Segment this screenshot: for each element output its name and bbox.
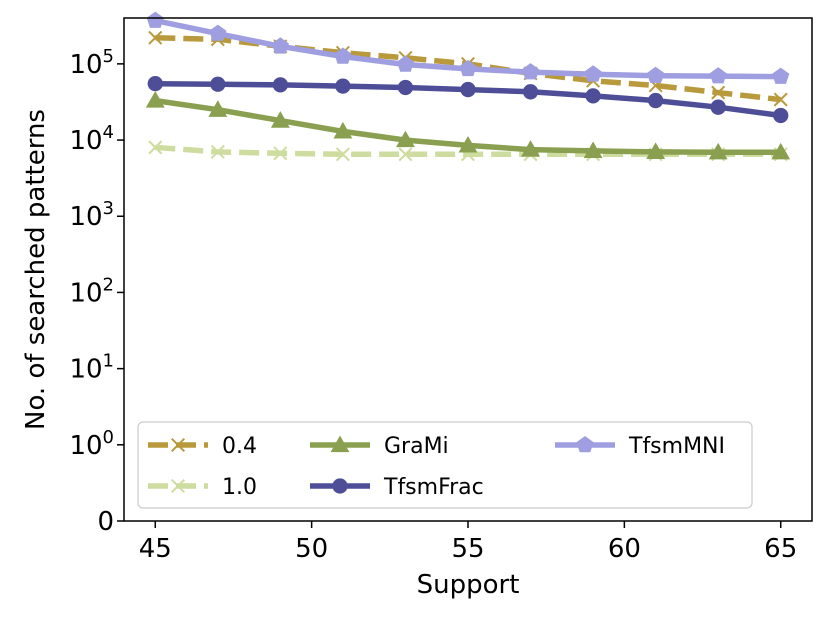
plot-area xyxy=(145,11,791,162)
data-point-tfsmmni xyxy=(647,66,665,83)
data-point-1-0 xyxy=(148,140,163,155)
data-point-tfsmmni xyxy=(772,67,790,84)
data-point-1-0 xyxy=(398,147,413,162)
data-point-tfsmfrac xyxy=(397,79,414,96)
data-point-0-4 xyxy=(711,85,726,100)
legend-marker xyxy=(170,437,186,453)
series-tfsmfrac xyxy=(147,76,789,124)
data-point-tfsmmni xyxy=(522,63,540,80)
y-tick-label: 101 xyxy=(69,351,114,385)
data-point-1-0 xyxy=(273,146,288,161)
legend-marker xyxy=(330,435,350,453)
x-tick-label: 55 xyxy=(451,534,484,564)
data-point-grami xyxy=(333,121,353,139)
x-tick-label: 65 xyxy=(764,534,797,564)
data-point-tfsmmni xyxy=(459,59,477,77)
data-point-tfsmmni xyxy=(584,65,602,82)
data-point-tfsmfrac xyxy=(210,76,226,92)
data-point-tfsmfrac xyxy=(522,84,539,100)
data-point-tfsmfrac xyxy=(335,78,351,94)
data-point-tfsmfrac xyxy=(585,88,601,104)
data-point-0-4 xyxy=(148,30,163,45)
data-point-grami xyxy=(521,140,540,157)
y-tick-label: 104 xyxy=(69,122,114,156)
data-point-grami xyxy=(646,142,666,159)
legend-item-0-4: 0.4 xyxy=(148,434,257,459)
legend-item-tfsmfrac: TfsmFrac xyxy=(310,475,484,500)
y-tick-label: 103 xyxy=(69,198,114,232)
x-axis-ticks: 45 50 55 60 65 xyxy=(139,521,797,564)
data-point-grami xyxy=(396,130,415,148)
data-point-tfsmfrac xyxy=(272,77,289,93)
legend-item-1-0: 1.0 xyxy=(148,475,257,500)
data-point-1-0 xyxy=(210,144,225,159)
y-tick-label: 102 xyxy=(69,274,114,308)
x-tick-label: 60 xyxy=(608,534,641,564)
data-point-tfsmfrac xyxy=(647,92,664,109)
legend-marker xyxy=(576,436,594,453)
data-point-tfsmmni xyxy=(209,24,227,41)
data-point-tfsmmni xyxy=(396,55,414,72)
data-point-0-4 xyxy=(773,92,788,107)
data-point-tfsmfrac xyxy=(773,107,789,124)
y-axis-ticks: 0 100 101 102 103 104 105 xyxy=(69,46,124,537)
data-point-grami xyxy=(708,142,728,160)
legend-marker xyxy=(170,478,186,494)
y-axis-label: No. of searched patterns xyxy=(21,109,51,430)
data-point-tfsmmni xyxy=(271,37,289,54)
data-point-grami xyxy=(583,141,603,159)
data-point-grami xyxy=(771,142,791,160)
data-point-grami xyxy=(270,111,290,128)
data-point-tfsmmni xyxy=(146,11,164,28)
series-tfsmmni xyxy=(146,11,790,84)
data-point-tfsmfrac xyxy=(460,81,476,98)
x-tick-label: 50 xyxy=(295,534,328,564)
y-tick-label: 0 xyxy=(97,507,114,537)
legend: 0.4 1.0 GraMi TfsmFrac TfsmMNI xyxy=(137,421,753,509)
legend-item-grami: GraMi xyxy=(310,434,449,459)
data-point-tfsmmni xyxy=(709,67,727,84)
data-point-tfsmmni xyxy=(334,47,352,64)
axes-frame xyxy=(123,17,813,522)
data-point-tfsmfrac xyxy=(147,76,163,92)
data-point-grami xyxy=(458,135,478,153)
x-tick-label: 45 xyxy=(139,534,172,564)
legend-label: GraMi xyxy=(384,434,449,459)
data-point-grami xyxy=(145,91,165,108)
data-point-1-0 xyxy=(335,147,350,162)
y-tick-label: 105 xyxy=(69,46,114,80)
legend-item-tfsmmni: TfsmMNI xyxy=(555,434,725,459)
data-point-tfsmfrac xyxy=(710,99,726,115)
y-tick-label: 100 xyxy=(69,427,114,461)
data-point-grami xyxy=(208,100,228,117)
legend-label: TfsmFrac xyxy=(383,475,484,500)
legend-label: 0.4 xyxy=(222,434,257,459)
x-axis-label: Support xyxy=(417,570,520,600)
series-grami xyxy=(145,91,791,160)
legend-marker xyxy=(332,478,348,494)
legend-label: 1.0 xyxy=(222,475,257,500)
legend-label: TfsmMNI xyxy=(628,434,725,459)
